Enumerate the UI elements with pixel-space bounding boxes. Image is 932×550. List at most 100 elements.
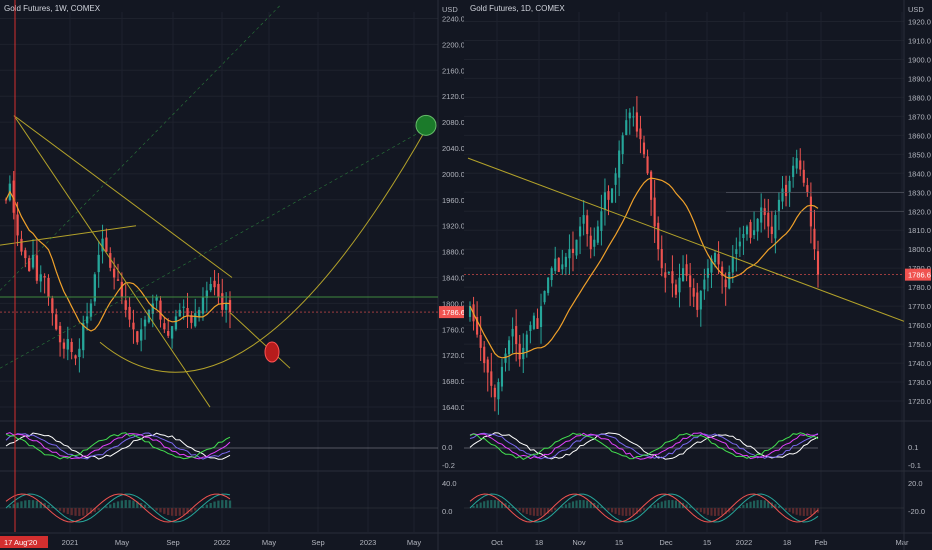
candle-body	[646, 156, 649, 174]
price-tick-label: 1770.0	[908, 302, 931, 311]
chart-title: Gold Futures, 1D, COMEX	[470, 4, 565, 13]
osc2-histogram-bar	[8, 506, 12, 508]
osc1-axis-label: -0.2	[442, 461, 455, 470]
candle-body	[483, 346, 486, 364]
candle-body	[642, 142, 646, 155]
osc2-histogram-bar	[62, 508, 66, 513]
candle-body	[717, 253, 720, 265]
osc2-line	[469, 493, 819, 523]
candle-body	[777, 199, 781, 212]
osc2-histogram-bar	[678, 501, 681, 508]
osc2-histogram-bar	[47, 504, 50, 508]
osc2-histogram-bar	[190, 508, 193, 513]
osc2-histogram-bar	[178, 508, 181, 516]
osc2-histogram-bar	[674, 500, 678, 508]
osc2-axis-label: 40.0	[442, 479, 457, 488]
candle-body	[738, 241, 741, 247]
osc2-histogram-bar	[806, 508, 809, 516]
candle-body	[217, 283, 220, 297]
osc2-histogram-bar	[763, 500, 766, 508]
candle-body	[603, 192, 607, 210]
osc2-histogram-bar	[685, 504, 688, 508]
candle-body	[660, 249, 663, 269]
candle-body	[93, 274, 96, 302]
candle-body	[201, 296, 205, 314]
price-tick-label: 1830.0	[908, 188, 931, 197]
candle-body	[756, 218, 759, 232]
time-tick-label: 2022	[736, 538, 753, 547]
candle-body	[607, 191, 610, 200]
candle-body	[504, 353, 507, 363]
osc2-histogram-bar	[120, 500, 124, 508]
time-tick-label: May	[407, 538, 421, 547]
osc2-histogram-bar	[525, 508, 528, 515]
osc2-histogram-bar	[564, 504, 567, 508]
osc2-histogram-bar	[543, 508, 546, 515]
osc2-histogram-bar	[777, 506, 781, 508]
candle-body	[621, 135, 624, 155]
osc2-histogram-bar	[749, 501, 752, 508]
candle-body	[97, 254, 100, 273]
candle-body	[792, 165, 795, 178]
osc2-histogram-bar	[82, 508, 85, 516]
candle-body	[39, 274, 42, 282]
candle-body	[760, 207, 763, 223]
candle-body	[657, 222, 660, 250]
candle-body	[35, 255, 39, 281]
candle-body	[685, 264, 688, 276]
osc2-histogram-bar	[66, 508, 69, 515]
fan-line-lower	[0, 125, 433, 369]
candle-body	[486, 359, 489, 373]
price-tick-label: 1800.0	[442, 299, 464, 308]
candle-body	[781, 188, 784, 202]
short-trend-line	[0, 225, 137, 246]
candle-body	[724, 279, 727, 288]
projection-path	[229, 312, 291, 369]
candle-body	[816, 251, 820, 275]
osc2-histogram-bar	[85, 508, 89, 515]
candle-body	[167, 330, 170, 336]
date-badge-text: 17 Aug'20	[4, 538, 37, 547]
candle-body	[58, 325, 62, 343]
candle-body	[120, 281, 124, 297]
osc2-histogram-bar	[39, 501, 42, 508]
osc2-histogram-bar	[571, 501, 575, 508]
candle-body	[159, 300, 162, 320]
osc2-histogram-bar	[213, 501, 216, 508]
osc2-histogram-bar	[586, 500, 589, 508]
osc2-histogram-bar	[547, 508, 550, 514]
osc2-histogram-bar	[147, 506, 151, 508]
osc2-histogram-bar	[589, 501, 592, 508]
osc2-histogram-bar	[31, 500, 35, 508]
candle-body	[163, 323, 166, 330]
osc2-histogram-bar	[174, 508, 178, 516]
candle-body	[476, 317, 479, 335]
candle-body	[554, 258, 557, 271]
candle-body	[66, 339, 69, 350]
candle-body	[586, 215, 589, 235]
osc2-histogram-bar	[745, 503, 749, 508]
candle-body	[43, 276, 46, 278]
candle-body	[182, 306, 185, 308]
right-chart-pane[interactable]: 1920.0 1910.0 1900.0 1890.0 1880.0 1870.0 1860…	[464, 0, 932, 550]
price-tick-label: 1780.0	[908, 283, 931, 292]
left-chart-pane[interactable]: 2240.0 2200.0 2160.0 2120.0 2080.0 2040.0 2000…	[0, 0, 464, 550]
osc2-histogram-bar	[163, 508, 166, 514]
osc2-histogram-bar	[51, 506, 54, 508]
candle-body	[667, 271, 670, 274]
price-tick-label: 1920.0	[908, 17, 931, 26]
pane-background	[464, 0, 932, 550]
osc2-histogram-bar	[58, 508, 62, 511]
candle-body	[539, 306, 543, 328]
candle-body	[151, 303, 154, 314]
candle-body	[596, 226, 599, 243]
osc2-histogram-bar	[112, 502, 116, 508]
candle-body	[728, 271, 731, 289]
candle-body	[550, 268, 553, 281]
osc2-histogram-bar	[632, 508, 635, 516]
osc2-histogram-bar	[116, 501, 120, 508]
time-tick-label: 15	[703, 538, 711, 547]
osc2-histogram-bar	[483, 501, 486, 508]
moving-average-line	[469, 177, 819, 359]
osc2-histogram-bar	[610, 508, 614, 513]
